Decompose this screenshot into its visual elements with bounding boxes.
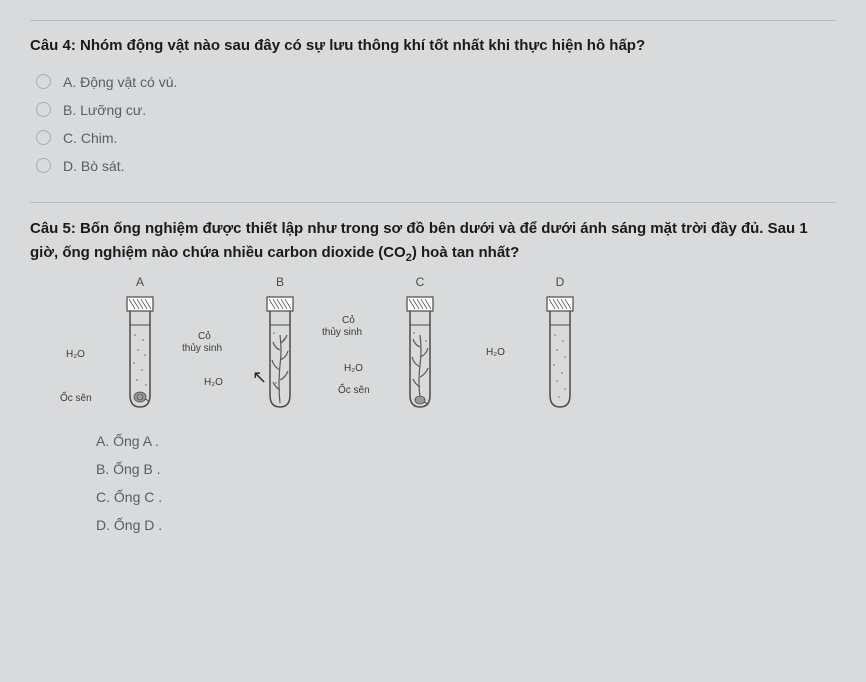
tube-b-h2o-label: H₂O — [204, 377, 223, 388]
tube-b-label: B — [276, 275, 284, 289]
q4-option-b-label: B. Lưỡng cư. — [63, 102, 146, 118]
tube-c-ocsen-label: Ốc sên — [338, 385, 370, 396]
plant-icon — [272, 335, 288, 403]
tube-d-h2o-label: H₂O — [486, 347, 505, 358]
q5-number: Câu 5: — [30, 220, 76, 237]
q4-option-c[interactable]: C. Chim. — [36, 130, 836, 146]
tube-d-svg — [530, 295, 590, 415]
tube-a-label: A — [136, 275, 144, 289]
tube-a-ocsen-label: Ốc sên — [60, 393, 92, 404]
radio-icon — [36, 102, 51, 117]
q4-option-d-label: D. Bò sát. — [63, 158, 124, 174]
tube-c-label: C — [416, 275, 425, 289]
q5-option-d-label: D. Ống D . — [96, 517, 162, 533]
q5-options: A. Ống A . B. Ống B . C. Ống C . D. Ống … — [30, 433, 836, 533]
tube-a-h2o-label: H₂O — [66, 349, 85, 360]
snail-icon — [415, 396, 428, 405]
tube-b-svg — [250, 295, 310, 415]
q4-title: Câu 4: Nhóm động vật nào sau đây có sự l… — [30, 35, 836, 58]
q5-option-a-label: A. Ống A . — [96, 433, 159, 449]
tube-c-co-label: Cỏ — [342, 315, 355, 326]
tube-a-svg — [110, 295, 170, 415]
q4-option-c-label: C. Chim. — [63, 130, 117, 146]
snail-icon — [134, 392, 149, 402]
question-4: Câu 4: Nhóm động vật nào sau đây có sự l… — [30, 35, 836, 174]
tube-c-svg — [390, 295, 450, 415]
q5-option-c-label: C. Ống C . — [96, 489, 162, 505]
q5-diagram: A — [70, 275, 836, 415]
tube-c: C — [350, 275, 490, 415]
q5-option-b-label: B. Ống B . — [96, 461, 161, 477]
question-5: Câu 5: Bốn ống nghiệm được thiết lập như… — [30, 217, 836, 534]
tube-b-thuysinh-label: thủy sinh — [182, 343, 222, 354]
radio-icon — [36, 74, 51, 89]
q5-option-b[interactable]: B. Ống B . — [70, 461, 836, 477]
radio-icon — [36, 158, 51, 173]
q5-option-c[interactable]: C. Ống C . — [70, 489, 836, 505]
tube-c-thuysinh-label: thủy sinh — [322, 327, 362, 338]
q4-number: Câu 4: — [30, 37, 76, 54]
q4-option-d[interactable]: D. Bò sát. — [36, 158, 836, 174]
radio-icon — [36, 130, 51, 145]
q5-option-a[interactable]: A. Ống A . — [70, 433, 836, 449]
q4-option-a-label: A. Động vật có vú. — [63, 74, 177, 90]
q4-option-b[interactable]: B. Lưỡng cư. — [36, 102, 836, 118]
divider-top — [30, 20, 836, 21]
tube-c-h2o-label: H₂O — [344, 363, 363, 374]
tube-d-label: D — [556, 275, 565, 289]
q4-options: A. Động vật có vú. B. Lưỡng cư. C. Chim.… — [30, 74, 836, 174]
q4-text: Nhóm động vật nào sau đây có sự lưu thôn… — [80, 37, 645, 54]
q4-option-a[interactable]: A. Động vật có vú. — [36, 74, 836, 90]
q5-text-2: ) hoà tan nhất? — [412, 244, 520, 261]
tube-d: D H₂O — [490, 275, 630, 415]
plant-icon — [412, 335, 428, 397]
q5-option-d[interactable]: D. Ống D . — [70, 517, 836, 533]
q5-title: Câu 5: Bốn ống nghiệm được thiết lập như… — [30, 217, 836, 268]
tube-b-co-label: Cỏ — [198, 331, 211, 342]
tube-b: B Cỏ — [210, 275, 350, 415]
divider-mid — [30, 202, 836, 203]
